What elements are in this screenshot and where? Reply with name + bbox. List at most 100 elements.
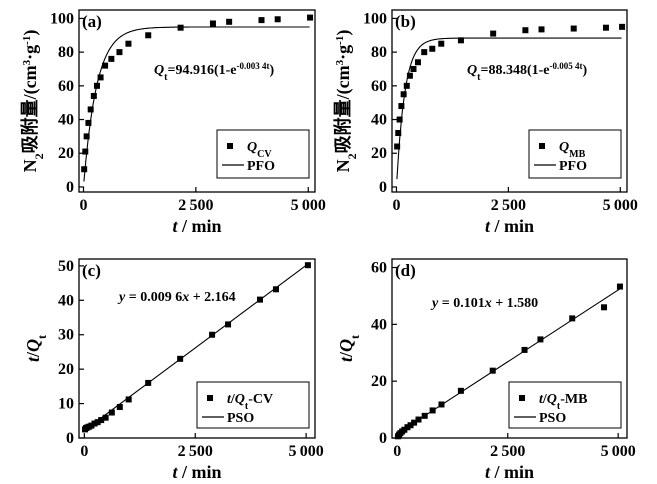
data-point: [88, 422, 95, 429]
legend-marker-square: [227, 143, 233, 149]
fit-line: [83, 26, 310, 182]
plot-frame: [391, 258, 628, 439]
y-tick-label: 20: [58, 361, 74, 378]
y-tick-label: 0: [379, 430, 387, 447]
data-point: [97, 74, 104, 81]
data-point: [404, 424, 411, 431]
legend-box: [528, 129, 622, 179]
data-point: [406, 72, 413, 79]
x-tick-label: 0: [79, 197, 87, 214]
panel-label: (b): [395, 12, 416, 31]
data-point: [400, 91, 407, 98]
legend-entry-points: QCV: [247, 140, 272, 160]
y-tick-label: 20: [371, 373, 387, 390]
data-point: [91, 420, 98, 427]
panel-label: (d): [395, 261, 416, 280]
y-tick-label: 100: [363, 10, 387, 27]
data-point: [415, 416, 422, 423]
data-point: [102, 414, 109, 421]
data-point: [82, 148, 89, 155]
data-point: [489, 367, 496, 374]
data-point: [116, 404, 123, 411]
x-tick-label: 0: [392, 197, 400, 214]
data-point: [457, 387, 464, 394]
data-point: [225, 321, 232, 328]
data-point: [490, 30, 497, 37]
y-tick-label: 30: [58, 327, 74, 344]
data-point: [411, 419, 418, 426]
data-point: [429, 45, 436, 52]
y-tick-label: 60: [371, 260, 387, 277]
data-point: [569, 315, 576, 322]
x-tick-label: 2 500: [490, 443, 525, 460]
legend-marker-square: [519, 395, 525, 401]
chart-panel-2: 0 2 500 5 000 0 20 40 60 80 100 (b) t / min N2吸附量/(…: [332, 9, 638, 236]
chart-panel-3: 0 2 500 5 000 0 10 20 30 40 50 (c) t / min t/Qt y = …: [23, 258, 324, 482]
fit-line: [396, 37, 622, 180]
plot-frame: [78, 9, 316, 193]
legend-entry-fit: PFO: [559, 159, 587, 174]
data-point: [83, 133, 90, 140]
legend-entry-fit: PSO: [539, 411, 566, 426]
legend-entry-points: QMB: [559, 140, 586, 160]
data-point: [410, 65, 417, 72]
data-point: [90, 92, 97, 99]
data-point: [177, 355, 184, 362]
x-axis-title: t / min: [172, 462, 221, 482]
data-point: [438, 40, 445, 47]
data-point: [304, 262, 311, 269]
chart-panel-4: 0 2 500 5 000 0 20 40 60 (d) t / min t/Qt y = 0.10…: [336, 258, 636, 482]
data-point: [421, 412, 428, 419]
data-point: [601, 304, 608, 311]
x-tick-label: 5 000: [603, 197, 638, 214]
data-point: [396, 116, 403, 123]
x-tick-label: 0: [393, 443, 401, 460]
y-tick-label: 100: [50, 10, 74, 27]
panel-label: (a): [82, 12, 102, 31]
data-point: [258, 17, 265, 24]
fit-equation: Qt=94.916(1-e-0.003 4t): [154, 61, 274, 83]
y-tick-label: 50: [58, 258, 74, 275]
y-tick-label: 0: [66, 430, 74, 447]
legend-entry-fit: PFO: [247, 159, 275, 174]
data-point: [81, 166, 88, 173]
data-point: [394, 143, 401, 150]
data-point: [538, 26, 545, 33]
y-tick-label: 40: [371, 112, 387, 129]
data-point: [272, 286, 279, 293]
data-point: [145, 379, 152, 386]
x-tick-label: 2 500: [178, 443, 213, 460]
y-tick-label: 60: [58, 78, 74, 95]
x-axis-title: t / min: [172, 216, 221, 236]
data-point: [87, 106, 94, 113]
data-point: [226, 18, 233, 25]
data-point: [619, 23, 626, 30]
y-tick-label: 0: [379, 179, 387, 196]
data-point: [177, 24, 184, 31]
data-point: [98, 417, 105, 424]
plot-frame: [391, 9, 628, 193]
data-point: [521, 346, 528, 353]
legend-box: [216, 129, 310, 179]
data-point: [85, 119, 92, 126]
data-point: [537, 336, 544, 343]
data-point: [522, 27, 529, 34]
legend-marker-square: [539, 143, 545, 149]
data-point: [429, 407, 436, 414]
legend-box: [196, 381, 310, 429]
data-point: [108, 55, 115, 62]
y-axis-title: N2吸附量/(cm3·g-1): [332, 30, 359, 173]
fit-line: [82, 262, 311, 432]
data-point: [108, 409, 115, 416]
data-point: [414, 59, 421, 66]
y-axis-title: t/Qt: [336, 335, 362, 362]
legend-entry-points: t/Qt-MB: [539, 392, 587, 412]
y-tick-label: 80: [371, 44, 387, 61]
data-point: [407, 422, 414, 429]
data-point: [93, 82, 100, 89]
